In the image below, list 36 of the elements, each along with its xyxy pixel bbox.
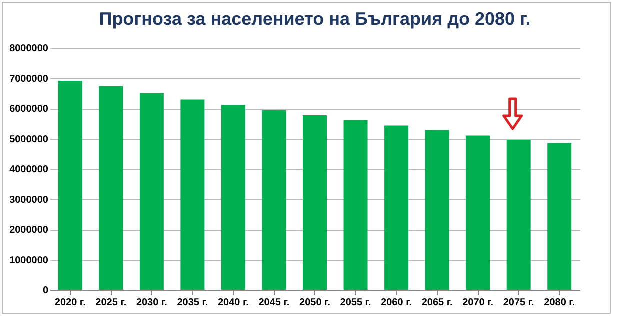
x-tick-label: 2060 г. bbox=[381, 298, 412, 308]
bar bbox=[221, 105, 246, 290]
y-tick-label: 6000000 bbox=[10, 104, 49, 115]
bar bbox=[303, 115, 327, 290]
bar bbox=[384, 126, 409, 290]
x-tick-label: 2040 г. bbox=[218, 298, 250, 308]
x-tick-label: 2055 г. bbox=[340, 298, 372, 308]
bar bbox=[140, 93, 164, 290]
y-tick-label: 3000000 bbox=[10, 194, 49, 206]
bar bbox=[180, 100, 205, 290]
bar bbox=[58, 80, 82, 290]
x-tick-label: 2030 г. bbox=[136, 298, 168, 308]
x-tick-label: 2075 г. bbox=[503, 298, 535, 308]
x-tick-label: 2065 г. bbox=[422, 298, 454, 308]
bar bbox=[425, 130, 450, 290]
y-tick-label: 7000000 bbox=[10, 74, 49, 85]
y-tick-label: 4000000 bbox=[10, 164, 49, 176]
bar bbox=[344, 120, 368, 290]
x-tick-label: 2050 г. bbox=[300, 298, 331, 308]
bar bbox=[262, 110, 286, 290]
y-tick-label: 0 bbox=[42, 286, 49, 296]
x-tick-label: 2070 г. bbox=[462, 298, 494, 308]
x-tick-label: 2020 г. bbox=[54, 298, 86, 308]
y-tick-label: 1000000 bbox=[10, 255, 49, 266]
x-tick-label: 2035 г. bbox=[177, 298, 208, 308]
bar bbox=[466, 136, 490, 290]
y-tick-label: 8000000 bbox=[10, 44, 49, 54]
x-tick-label: 2045 г. bbox=[258, 298, 290, 308]
y-tick-label: 2000000 bbox=[10, 225, 49, 236]
y-tick-label: 5000000 bbox=[10, 134, 49, 146]
x-tick-label: 2080 г. bbox=[544, 298, 576, 308]
bar bbox=[99, 86, 124, 290]
bar bbox=[506, 140, 531, 290]
bar bbox=[548, 143, 572, 290]
x-tick-label: 2025 г. bbox=[96, 298, 127, 308]
chart-title: Прогноза за населението на България до 2080 г. bbox=[99, 9, 531, 29]
